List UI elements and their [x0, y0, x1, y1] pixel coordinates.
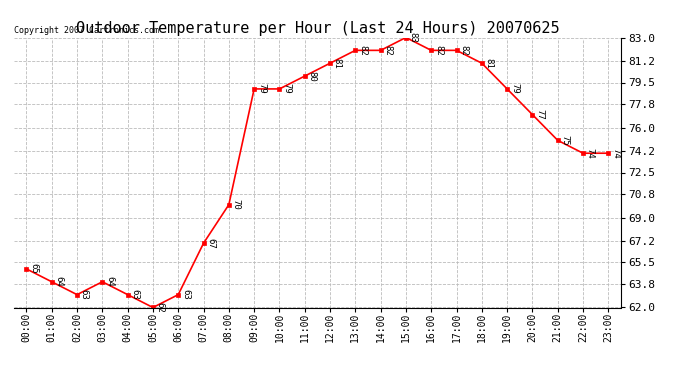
- Text: 63: 63: [181, 289, 190, 300]
- Text: 67: 67: [206, 238, 215, 248]
- Text: 80: 80: [308, 70, 317, 81]
- Text: 62: 62: [156, 302, 165, 313]
- Text: 79: 79: [510, 83, 519, 94]
- Text: 79: 79: [257, 83, 266, 94]
- Text: 82: 82: [358, 45, 367, 56]
- Text: 64: 64: [55, 276, 63, 287]
- Text: 82: 82: [460, 45, 469, 56]
- Text: 74: 74: [611, 148, 620, 158]
- Text: 82: 82: [434, 45, 443, 56]
- Text: 65: 65: [29, 263, 38, 274]
- Text: 83: 83: [408, 32, 417, 43]
- Text: 63: 63: [130, 289, 139, 300]
- Text: 70: 70: [232, 199, 241, 210]
- Text: 63: 63: [80, 289, 89, 300]
- Text: 82: 82: [384, 45, 393, 56]
- Text: Copyright 2007 Cartronics.com: Copyright 2007 Cartronics.com: [14, 26, 159, 35]
- Text: 75: 75: [560, 135, 569, 146]
- Text: 77: 77: [535, 109, 544, 120]
- Text: 79: 79: [282, 83, 291, 94]
- Text: 64: 64: [105, 276, 114, 287]
- Title: Outdoor Temperature per Hour (Last 24 Hours) 20070625: Outdoor Temperature per Hour (Last 24 Ho…: [76, 21, 559, 36]
- Text: 81: 81: [484, 58, 493, 68]
- Text: 81: 81: [333, 58, 342, 68]
- Text: 74: 74: [586, 148, 595, 158]
